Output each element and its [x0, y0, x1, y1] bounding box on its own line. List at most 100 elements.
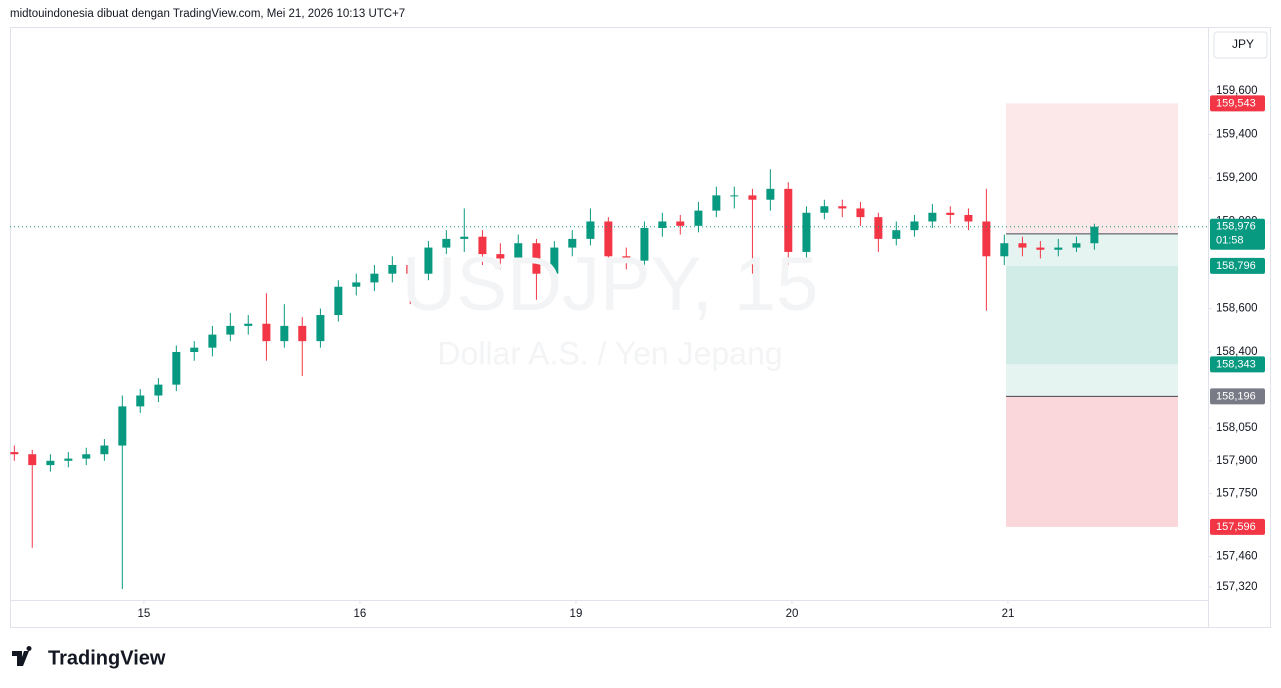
logo-icon: [12, 645, 32, 666]
price-label: 158,196: [1216, 390, 1256, 402]
candle-body: [496, 254, 505, 259]
candle-body: [388, 264, 397, 274]
price-label-bg: [1210, 95, 1265, 112]
candle-body: [946, 212, 955, 215]
y-tick-label: 159,600: [1216, 85, 1258, 97]
logo: TradingView: [12, 645, 166, 669]
candle-body: [550, 247, 559, 274]
candle-body: [10, 452, 19, 455]
candle-body: [586, 221, 595, 239]
y-tick-label: 157,900: [1216, 455, 1258, 467]
candle-body: [820, 206, 829, 213]
last-price-label: 158,976: [1216, 221, 1256, 233]
candle-body: [172, 352, 181, 385]
price-label-bg: [1210, 388, 1265, 405]
candle-body: [1018, 243, 1027, 248]
currency-label: JPY: [1232, 37, 1254, 51]
price-label-bg: [1210, 356, 1265, 373]
header-text: midtouindonesia dibuat dengan TradingVie…: [10, 8, 405, 20]
candle-body: [424, 247, 433, 274]
x-tick-label: 16: [354, 608, 367, 620]
candle-body: [982, 221, 991, 257]
candle-body: [460, 236, 469, 239]
price-label: 159,543: [1216, 97, 1256, 109]
candle-body: [442, 238, 451, 248]
price-label-bg: [1210, 518, 1265, 535]
candle-body: [64, 458, 73, 461]
candle-body: [928, 212, 937, 222]
candle-body: [262, 323, 271, 342]
y-tick-label: 157,750: [1216, 487, 1258, 499]
y-tick-label: 159,200: [1216, 172, 1258, 184]
chart-frame: [10, 27, 1271, 628]
candle-body: [370, 273, 379, 283]
candle-body: [298, 325, 307, 342]
candle-body: [532, 243, 541, 274]
candle-body: [154, 384, 163, 396]
candle-body: [784, 188, 793, 252]
candle-body: [622, 256, 631, 261]
watermark: USDJPY, 15 Dollar A.S. / Yen Jepang: [402, 242, 819, 371]
price-label-bg: [1210, 257, 1265, 274]
candle-body: [964, 214, 973, 222]
watermark-symbol: USDJPY, 15: [402, 242, 819, 327]
x-tick-label: 15: [138, 608, 151, 620]
position-zone: [1006, 265, 1178, 365]
candle-body: [244, 323, 253, 326]
candle-body: [712, 195, 721, 211]
candle-body: [658, 221, 667, 229]
candle-body: [838, 206, 847, 209]
candle-body: [640, 228, 649, 261]
y-tick-label: 157,460: [1216, 551, 1258, 563]
position-zone: [1006, 396, 1178, 527]
y-tick-label: 159,400: [1216, 128, 1258, 140]
price-label: 157,596: [1216, 521, 1256, 533]
candle-body: [100, 445, 109, 455]
candle-body: [136, 395, 145, 407]
position-zone: [1006, 364, 1178, 397]
candle-body: [766, 188, 775, 200]
candle-body: [856, 208, 865, 218]
candle-body: [118, 406, 127, 446]
candle-body: [676, 221, 685, 226]
candle-body: [1036, 247, 1045, 250]
currency-button[interactable]: [1213, 31, 1268, 59]
y-tick-label: 157,320: [1216, 581, 1258, 593]
candle-body: [478, 236, 487, 255]
y-tick-label: 158,050: [1216, 422, 1258, 434]
candle-body: [352, 282, 361, 287]
x-tick-label: 20: [786, 608, 799, 620]
last-price-label-bg: [1210, 218, 1265, 250]
candle-body: [406, 264, 415, 274]
candle-body: [802, 212, 811, 252]
candle-body: [334, 286, 343, 316]
x-tick-label: 21: [1002, 608, 1015, 620]
countdown: 01:58: [1216, 235, 1244, 247]
candle-body: [280, 325, 289, 342]
candle-body: [730, 195, 739, 197]
candle-body: [514, 243, 523, 259]
y-tick-label: 158,600: [1216, 303, 1258, 315]
watermark-description: Dollar A.S. / Yen Jepang: [437, 335, 782, 371]
candle-body: [226, 325, 235, 335]
candle-body: [874, 217, 883, 239]
candle-body: [694, 210, 703, 226]
logo-text: TradingView: [48, 647, 166, 669]
candle-body: [82, 454, 91, 459]
candle-body: [190, 347, 199, 353]
candle-body: [910, 221, 919, 231]
candle-body: [1072, 243, 1081, 248]
candle-body: [316, 315, 325, 342]
candle-body: [568, 238, 577, 248]
price-label: 158,796: [1216, 260, 1256, 272]
candle-body: [892, 230, 901, 239]
candle-body: [1000, 243, 1009, 257]
price-label: 158,343: [1216, 358, 1256, 370]
x-tick-label: 19: [570, 608, 583, 620]
candle-body: [208, 334, 217, 348]
candle-body: [1054, 247, 1063, 250]
candle-body: [46, 460, 55, 466]
candle-body: [1090, 226, 1099, 244]
position-zone: [1006, 103, 1178, 234]
